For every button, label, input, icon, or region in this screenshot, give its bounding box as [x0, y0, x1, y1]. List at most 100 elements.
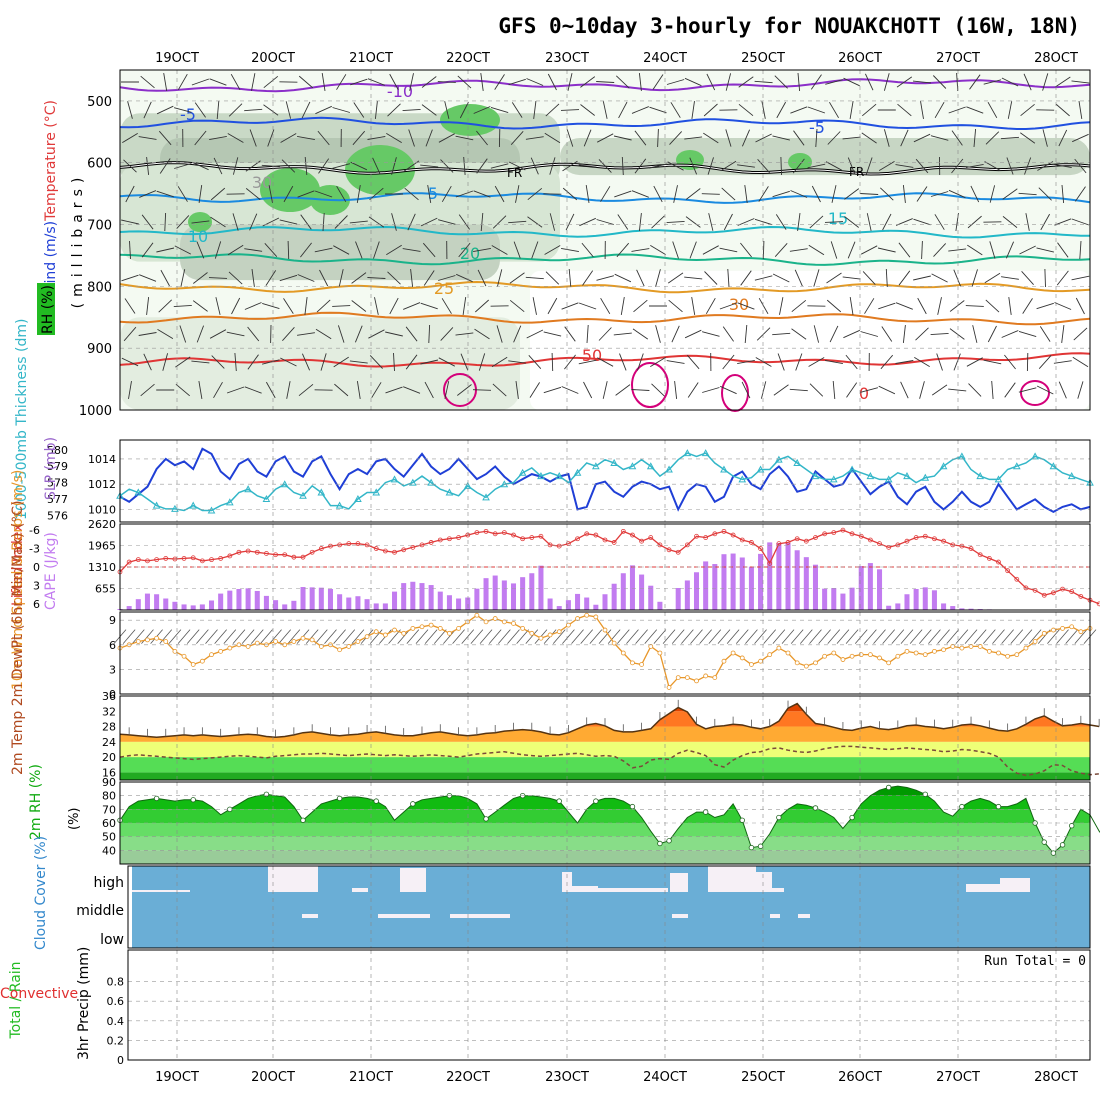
wind-barb	[158, 299, 173, 313]
wind-barb	[831, 185, 837, 203]
rh-point	[995, 803, 1002, 810]
wind-barb	[374, 101, 378, 119]
wind-barb	[261, 164, 280, 168]
wind-barb	[967, 215, 982, 229]
wind-barb	[492, 383, 507, 397]
cape-bar	[474, 588, 480, 610]
cape-bar	[877, 569, 883, 610]
wind-barb	[862, 103, 877, 117]
wind-barb	[617, 214, 629, 230]
wind-barb	[580, 104, 595, 116]
surface-wind-barb	[735, 629, 749, 644]
precip-tick-label: 0.8	[107, 976, 125, 989]
wind-barb	[526, 78, 544, 86]
wind-speed-point	[1014, 652, 1020, 658]
thickness-tick-label: 576	[47, 509, 68, 522]
thickness-point	[592, 462, 600, 470]
wind-barb	[825, 161, 843, 171]
wind-speed-point	[163, 639, 169, 644]
wind-barb	[526, 329, 544, 339]
wind-speed-point	[575, 616, 580, 621]
wind-barb	[560, 109, 580, 111]
wind-barb	[847, 241, 856, 259]
rh-point	[739, 817, 745, 823]
wind-barb	[727, 268, 730, 288]
wind-barb	[722, 354, 735, 370]
rh-point	[153, 795, 160, 802]
thickness-point	[1049, 462, 1058, 470]
wind-barb	[543, 331, 562, 337]
wind-barb	[315, 328, 332, 340]
cape-bar	[410, 581, 416, 610]
li-point	[694, 533, 699, 539]
wind-barb	[232, 213, 239, 231]
wind-barb	[283, 298, 294, 314]
thickness-point	[225, 498, 234, 506]
wind-barb	[934, 214, 945, 230]
li-ylabel: Lifted Index	[10, 524, 26, 606]
li-point	[1078, 594, 1084, 599]
wind-barb	[508, 220, 527, 224]
wind-barb	[349, 360, 368, 364]
wind-barb	[529, 382, 540, 398]
wind-barb	[738, 103, 754, 117]
li-point	[813, 535, 818, 540]
wind-speed-point	[154, 635, 160, 641]
li-point	[657, 542, 663, 548]
cape-bar	[703, 561, 709, 610]
cape-bar	[465, 597, 471, 610]
ylabel-part: Wind (m/s)	[43, 221, 59, 297]
li-point	[254, 549, 260, 555]
wind-barb	[578, 302, 597, 310]
wind-barb	[1020, 132, 1036, 144]
wind-barb	[285, 101, 292, 119]
wind-barb	[847, 157, 856, 175]
wind-speed-point	[410, 626, 416, 631]
wind-barb	[653, 185, 663, 203]
wind-barb	[491, 356, 508, 368]
surface-wind-barb	[827, 629, 841, 644]
wind-barb	[741, 129, 751, 147]
wind-barb	[1072, 133, 1089, 143]
cloud-middle-bar	[450, 914, 510, 918]
surface-wind-barb	[1047, 629, 1060, 644]
surface-wind-barb	[351, 629, 365, 644]
wind-barb	[843, 77, 860, 87]
wind-barb	[948, 106, 966, 114]
wind-barb	[581, 242, 594, 258]
panel-frame-cloud	[127, 865, 1091, 949]
wind-speed-point	[300, 635, 306, 641]
wind-barb	[1073, 327, 1088, 341]
wind-speed-point	[309, 637, 315, 643]
cape-bar	[584, 597, 590, 610]
wind-barb	[427, 185, 432, 203]
wind-barb	[457, 75, 472, 89]
wind-barb	[337, 325, 345, 343]
wind-barb	[332, 305, 351, 307]
wind-barb	[794, 269, 803, 287]
cape-bar	[355, 596, 361, 610]
isotherm-line	[119, 311, 1091, 326]
wind-barb	[636, 269, 645, 287]
contour-label: -10	[387, 82, 413, 101]
wind-barb	[638, 213, 642, 231]
wind-barb	[741, 381, 751, 399]
li-point	[163, 556, 169, 561]
wind-barb	[602, 101, 608, 119]
wind-barb	[895, 302, 913, 310]
li-point	[520, 536, 526, 542]
li-point	[895, 542, 901, 548]
wind-barb	[1006, 157, 1014, 175]
wind-barb	[216, 100, 220, 120]
cape-bar	[657, 601, 663, 610]
wind-speed-point	[932, 648, 937, 654]
cape-bar	[968, 608, 974, 610]
wind-barb	[455, 332, 474, 336]
wind-barb	[354, 325, 363, 343]
wind-barb	[404, 187, 419, 201]
cape-bar	[456, 598, 462, 610]
wind-speed-point	[428, 622, 434, 628]
surface-wind-barb	[406, 629, 420, 644]
wind-barb	[740, 242, 752, 258]
thickness-point	[701, 449, 710, 457]
